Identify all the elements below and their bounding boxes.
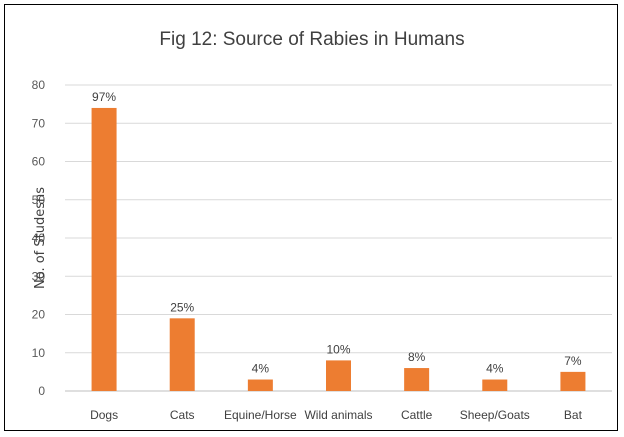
y-tick-label: 30: [32, 269, 46, 283]
y-axis-ticks: 0 10 20 30 40 50 60 70 80: [32, 78, 46, 398]
bar: [247, 379, 273, 391]
y-axis-label: No. of Studesns: [33, 187, 48, 289]
bar-data-label: 8%: [408, 350, 426, 364]
y-tick-label: 60: [32, 155, 46, 169]
gridlines: [65, 84, 612, 392]
x-category-label: Dogs: [90, 408, 118, 422]
bar-data-label: 7%: [564, 354, 582, 368]
y-tick-label: 80: [32, 78, 46, 92]
x-category-label: Cattle: [401, 408, 433, 422]
y-tick-label: 40: [32, 231, 46, 245]
x-category-label: Wild animals: [304, 408, 372, 422]
bar: [326, 360, 351, 391]
bar: [560, 371, 586, 391]
bar: [91, 107, 117, 391]
bar: [404, 368, 430, 391]
y-tick-label: 70: [32, 116, 46, 130]
bar-data-label: 97%: [92, 90, 116, 104]
x-category-label: Cats: [170, 408, 195, 422]
x-axis-categories: Dogs Cats Equine/Horse Wild animals Cattle Sh…: [90, 408, 583, 422]
bar-data-label: 4%: [486, 362, 504, 376]
y-tick-label: 10: [32, 346, 46, 360]
chart-title: Fig 12: Source of Rabies in Humans: [159, 29, 465, 50]
data-labels: 97% 25% 4% 10% 8% 4% 7%: [92, 90, 582, 376]
bar: [482, 379, 508, 391]
x-category-label: Bat: [564, 408, 583, 422]
y-tick-label: 50: [32, 193, 46, 207]
bar-data-label: 10%: [326, 342, 350, 356]
bar-data-label: 4%: [252, 362, 270, 376]
bar: [169, 318, 195, 391]
x-category-label: Sheep/Goats: [460, 408, 530, 422]
y-tick-label: 0: [38, 384, 45, 398]
y-tick-label: 20: [32, 308, 46, 322]
x-category-label: Equine/Horse: [224, 408, 297, 422]
bars: [91, 107, 586, 391]
bar-data-label: 25%: [170, 300, 194, 314]
